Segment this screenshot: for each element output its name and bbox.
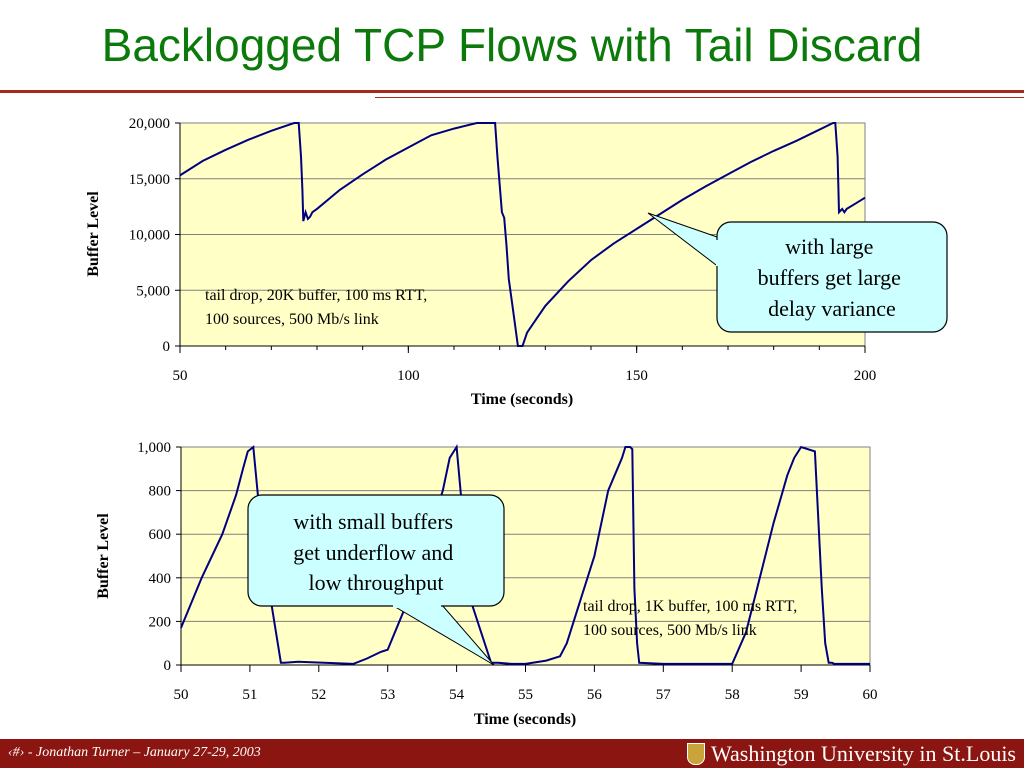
y-axis-label: Buffer Level xyxy=(85,191,102,277)
logo-text: Washington University in St.Louis xyxy=(710,741,1016,766)
axes xyxy=(176,446,871,672)
title-rule xyxy=(0,90,1024,93)
x-axis-label: Time (seconds) xyxy=(474,711,576,728)
tick-labels: 0 5,000 10,000 15,000 20,000 50 100 150 200 xyxy=(129,116,877,384)
x-tick-label: 50 xyxy=(173,368,188,384)
series-line xyxy=(179,122,866,347)
callout-line: get underflow and xyxy=(293,540,453,565)
plot-annotation: tail drop, 1K buffer, 100 ms RTT, 100 so… xyxy=(583,598,801,639)
shield-icon xyxy=(686,743,705,765)
title-rule-thin xyxy=(375,97,1024,98)
callout-box xyxy=(247,494,505,607)
x-tick-label: 60 xyxy=(863,687,878,703)
series-line xyxy=(180,443,870,665)
callout-line: buffers get large xyxy=(758,265,901,290)
chart-1: 0 5,000 10,000 15,000 20,000 50 100 150 200 Time… xyxy=(85,116,948,408)
footer-text: ‹#› - Jonathan Turner – January 27-29, 2… xyxy=(8,745,261,760)
y-tick-label: 20,000 xyxy=(129,116,170,132)
x-tick-label: 53 xyxy=(380,687,395,703)
x-tick-label: 58 xyxy=(725,687,740,703)
slide-title: Backlogged TCP Flows with Tail Discard xyxy=(101,19,923,71)
x-tick-label: 54 xyxy=(449,687,465,703)
annotation-line: tail drop, 1K buffer, 100 ms RTT, xyxy=(583,598,797,615)
x-tick-label: 100 xyxy=(397,368,420,384)
university-logo: Washington University in St.Louis xyxy=(686,741,1016,767)
x-tick-label: 51 xyxy=(242,687,257,703)
y-tick-label: 15,000 xyxy=(129,172,170,188)
annotation-line: 100 sources, 500 Mb/s link xyxy=(583,622,757,639)
y-tick-label: 0 xyxy=(163,339,171,355)
y-tick-label: 0 xyxy=(164,658,172,674)
x-tick-label: 55 xyxy=(518,687,533,703)
x-tick-label: 57 xyxy=(656,687,672,703)
y-tick-label: 800 xyxy=(149,484,172,500)
callout-text: with large buffers get large delay varia… xyxy=(758,234,907,321)
y-tick-label: 400 xyxy=(149,571,172,587)
callout-line: with large xyxy=(785,234,873,259)
y-axis-label: Buffer Level xyxy=(95,513,112,599)
plot-annotation: tail drop, 20K buffer, 100 ms RTT, 100 s… xyxy=(205,287,431,328)
y-tick-label: 5,000 xyxy=(136,283,170,299)
callout-line: delay variance xyxy=(768,296,896,321)
y-tick-label: 200 xyxy=(149,614,172,630)
callout-line: low throughput xyxy=(308,570,443,595)
x-tick-label: 150 xyxy=(625,368,648,384)
callout-line: with small buffers xyxy=(293,509,453,534)
x-tick-label: 52 xyxy=(311,687,326,703)
tick-labels: 0 200 400 600 800 1,000 50 51 52 53 54 55 56 57 58 59 60 xyxy=(137,440,877,703)
x-tick-label: 200 xyxy=(854,368,877,384)
annotation-line: 100 sources, 500 Mb/s link xyxy=(205,311,379,328)
y-tick-label: 600 xyxy=(149,527,172,543)
chart-2: 0 200 400 600 800 1,000 50 51 52 53 54 55 56 57 58 59 60… xyxy=(95,440,878,728)
x-tick-label: 50 xyxy=(174,687,189,703)
callout-text: with small buffers get underflow and low… xyxy=(293,509,459,595)
callout-pointer-fill xyxy=(393,604,441,608)
x-tick-label: 56 xyxy=(587,687,603,703)
annotation-line: tail drop, 20K buffer, 100 ms RTT, xyxy=(205,287,427,304)
x-axis-label: Time (seconds) xyxy=(471,391,573,408)
y-tick-label: 1,000 xyxy=(137,440,171,456)
x-tick-label: 59 xyxy=(794,687,809,703)
y-tick-label: 10,000 xyxy=(129,228,170,244)
callout-pointer-fill xyxy=(716,240,722,266)
callout-box xyxy=(716,221,948,333)
footer-bar: ‹#› - Jonathan Turner – January 27-29, 2… xyxy=(0,739,1024,768)
